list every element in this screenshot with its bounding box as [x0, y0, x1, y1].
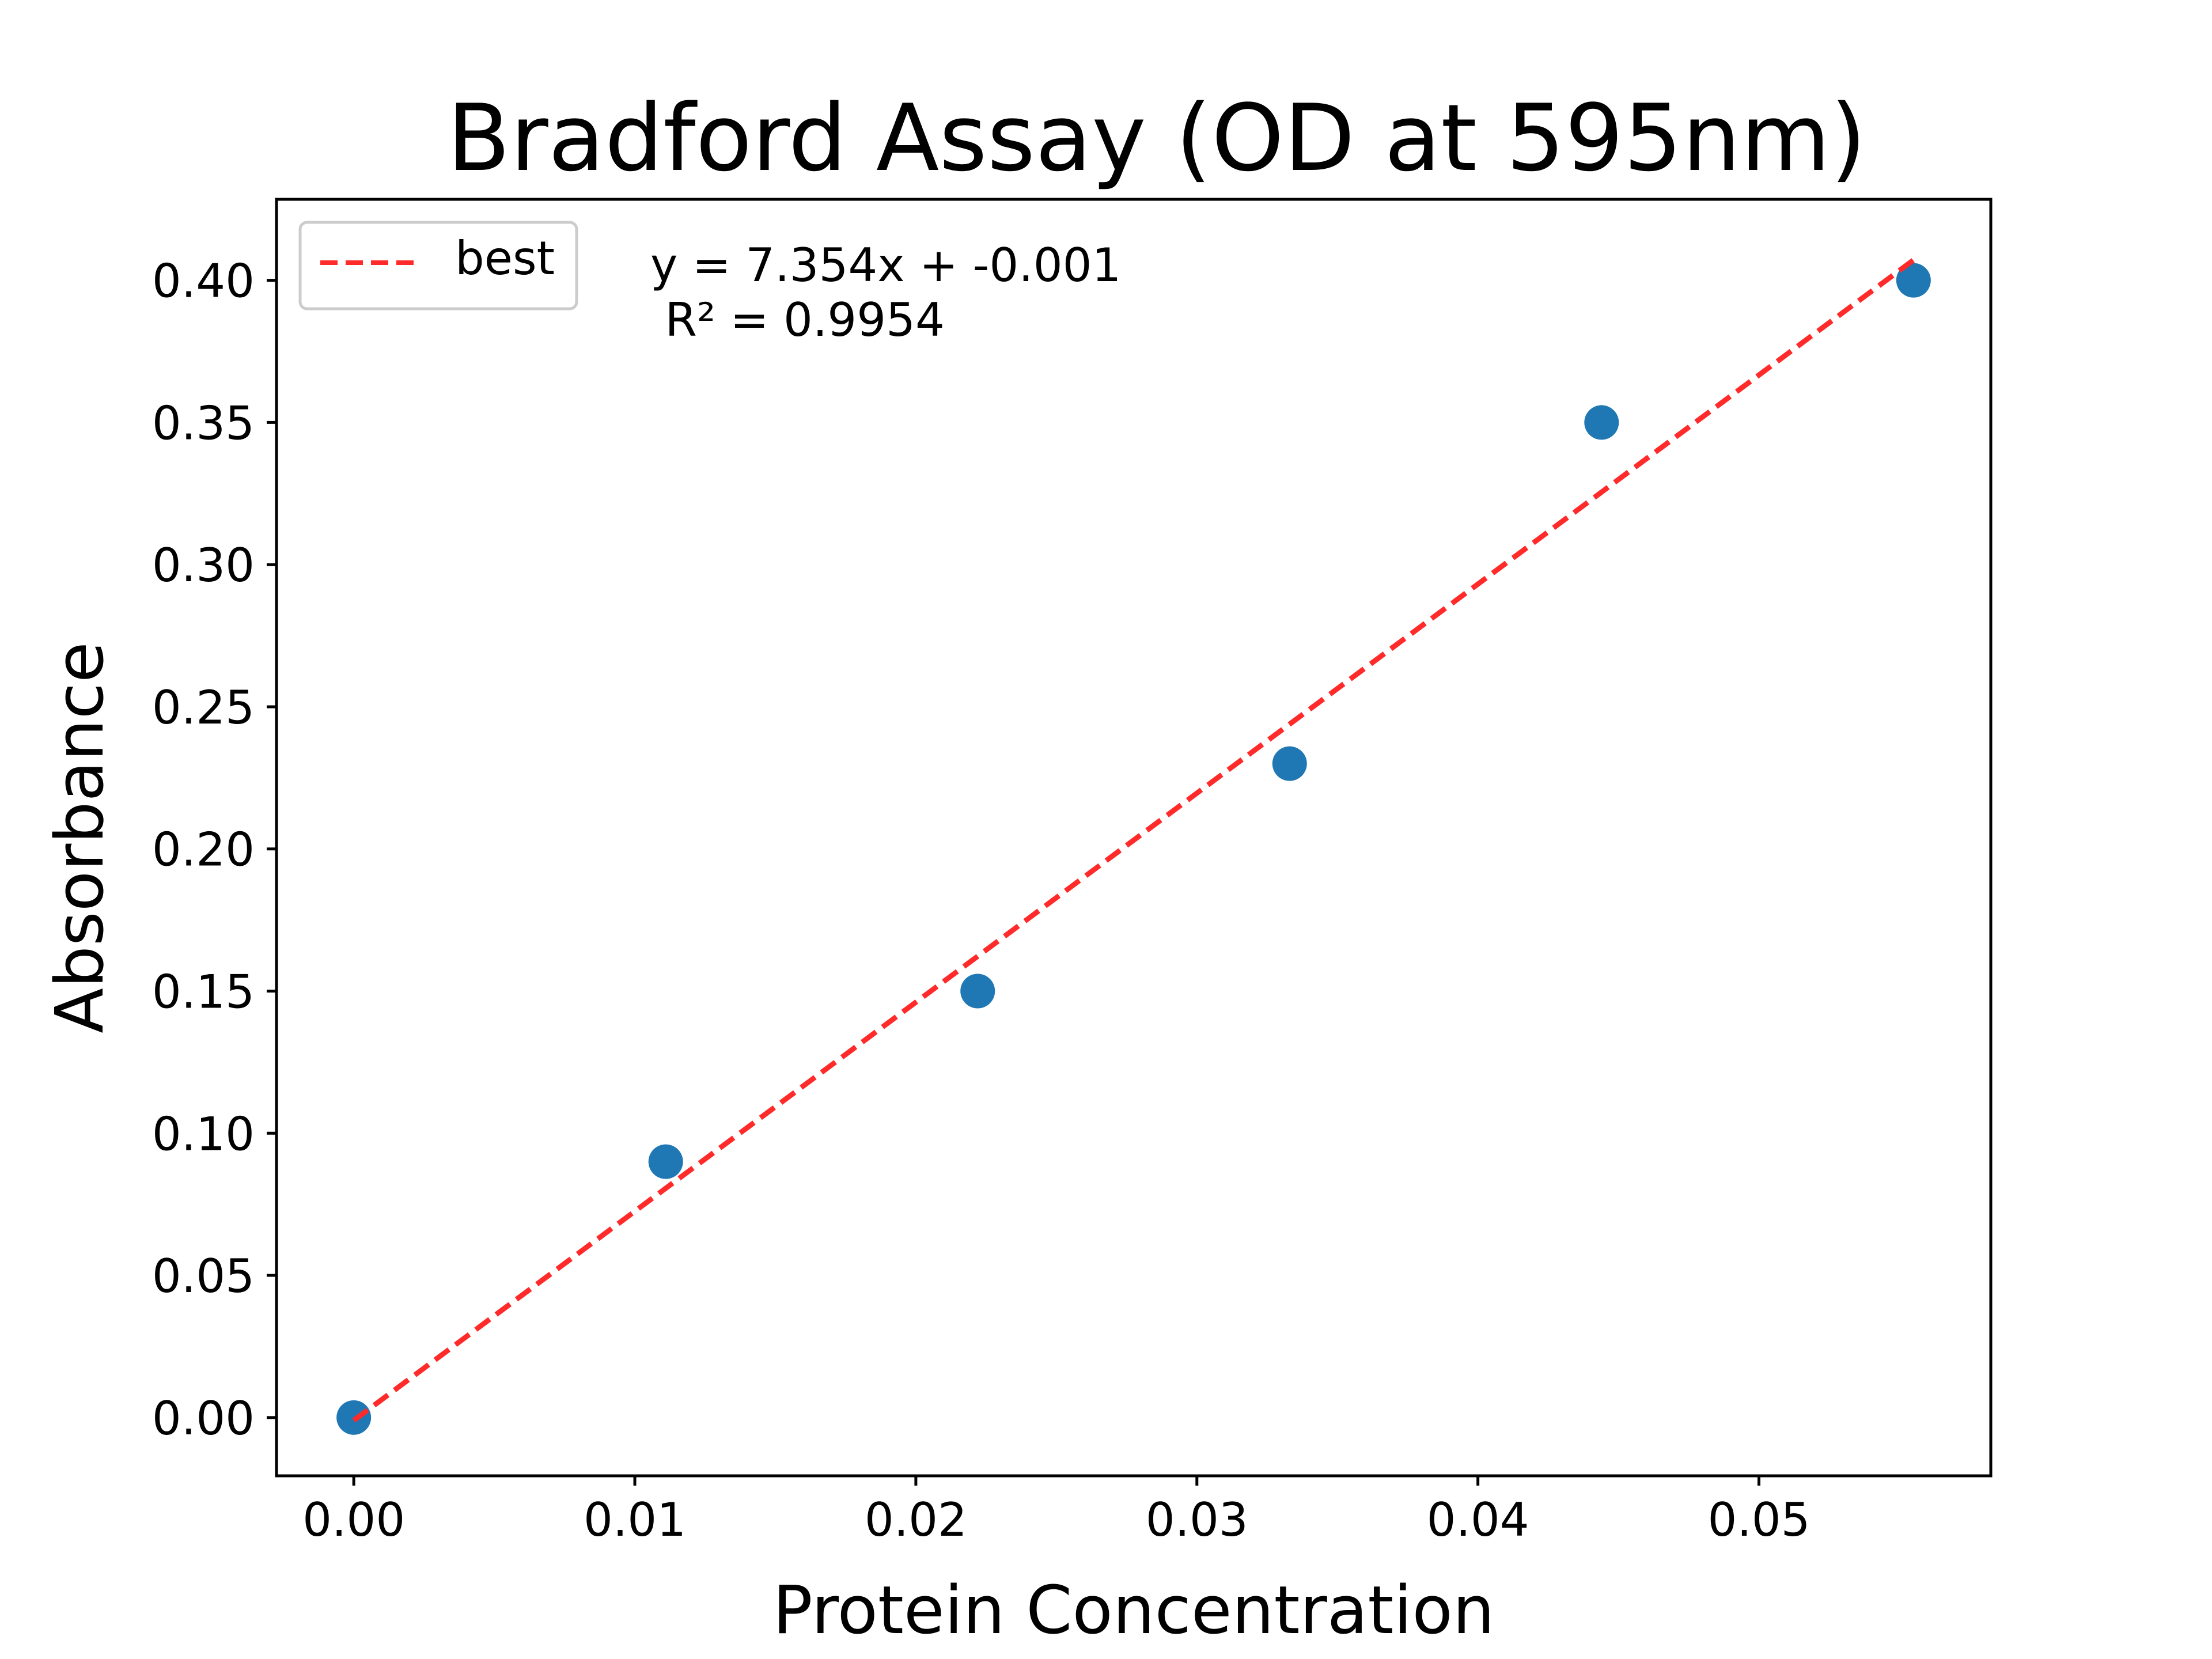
fit-r-squared: R² = 0.9954 — [650, 293, 945, 347]
y-tick-label: 0.20 — [152, 823, 255, 877]
x-tick-label: 0.00 — [302, 1493, 405, 1547]
y-tick-label: 0.25 — [152, 681, 255, 734]
x-tick-label: 0.02 — [865, 1493, 967, 1547]
y-tick-label: 0.00 — [152, 1392, 255, 1445]
y-axis: 0.00 0.05 0.10 0.15 0.20 0.25 0.30 0.35 0.40 — [152, 255, 276, 1445]
y-axis-label: Absorbance — [41, 642, 119, 1033]
y-tick-label: 0.40 — [152, 255, 255, 308]
data-point — [1272, 746, 1307, 781]
x-tick-label: 0.01 — [584, 1493, 686, 1547]
data-point — [648, 1144, 683, 1179]
y-tick-label: 0.35 — [152, 396, 255, 450]
y-tick-label: 0.15 — [152, 965, 255, 1019]
y-tick-label: 0.10 — [152, 1107, 255, 1161]
best-fit-line — [352, 257, 1915, 1423]
legend-box — [298, 221, 578, 310]
data-point — [1584, 405, 1619, 440]
x-tick-label: 0.04 — [1427, 1493, 1529, 1547]
y-tick-label: 0.30 — [152, 539, 255, 592]
data-point — [960, 974, 995, 1009]
plot-frame — [275, 198, 1993, 1478]
y-tick-label: 0.05 — [152, 1249, 255, 1303]
x-axis: 0.00 0.01 0.02 0.03 0.04 0.05 — [302, 1476, 1810, 1547]
legend-best-label: best — [455, 232, 555, 285]
chart-title: Bradford Assay (OD at 595nm) — [447, 84, 1866, 192]
data-point — [1896, 263, 1931, 298]
x-axis-label: Protein Concentration — [772, 1572, 1494, 1649]
legend: best — [298, 221, 578, 310]
fit-equation: y = 7.354x + -0.001 — [650, 238, 1121, 292]
x-tick-label: 0.03 — [1146, 1493, 1248, 1547]
x-tick-label: 0.05 — [1707, 1493, 1810, 1547]
